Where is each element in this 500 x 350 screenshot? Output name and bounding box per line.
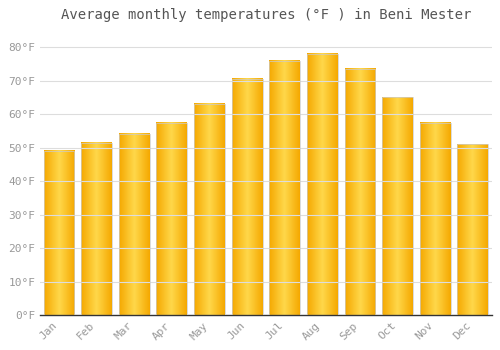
Bar	[382, 98, 413, 315]
Bar	[194, 104, 225, 315]
Bar	[270, 61, 300, 315]
Bar	[156, 122, 188, 315]
Bar	[420, 122, 450, 315]
Bar	[44, 151, 74, 315]
Bar	[344, 69, 376, 315]
Bar	[232, 79, 262, 315]
Bar	[458, 145, 488, 315]
Bar	[307, 54, 338, 315]
Title: Average monthly temperatures (°F ) in Beni Mester: Average monthly temperatures (°F ) in Be…	[60, 8, 471, 22]
Bar	[119, 134, 150, 315]
Bar	[81, 143, 112, 315]
